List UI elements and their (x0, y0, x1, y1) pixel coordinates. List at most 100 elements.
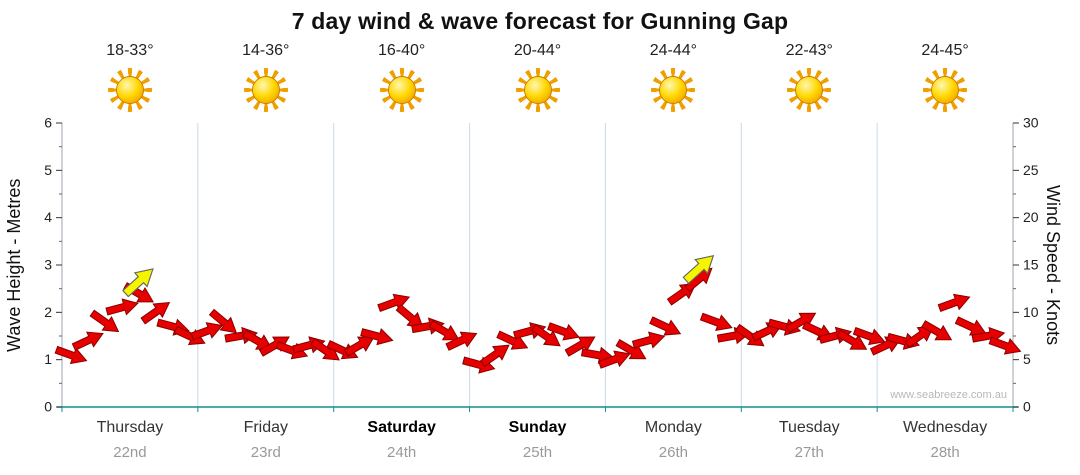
wind-arrow (275, 341, 309, 360)
wind-arrow (190, 322, 224, 341)
sun-icon (923, 68, 968, 112)
wind-arrow (531, 323, 561, 347)
wind-arrow (140, 301, 171, 325)
day-label: Monday 26th (644, 419, 702, 461)
left-axis-title: Wave Height - Metres (4, 178, 24, 352)
forecast-cell: 24-44° (605, 42, 741, 112)
sun-icon (107, 68, 152, 112)
wind-arrow (921, 320, 953, 341)
forecast-cell: 14-36° (198, 42, 334, 112)
wind-arrow (512, 322, 547, 340)
left-tick-label: 2 (44, 304, 52, 320)
wind-arrow (241, 329, 273, 350)
forecast-cell: 20-44° (470, 42, 606, 112)
day-label: Thursday 22nd (96, 419, 164, 461)
wind-arrow (54, 345, 88, 365)
wind-arrow (71, 331, 104, 351)
wind-arrow (89, 309, 120, 333)
wind-arrow (258, 336, 290, 357)
wind-arrow (684, 267, 713, 293)
wind-arrow (377, 293, 411, 312)
sun-icon (787, 68, 832, 112)
wind-arrow (751, 322, 784, 342)
wind-arrow (496, 330, 529, 350)
right-tick-label: 5 (1023, 351, 1031, 367)
wind-arrow (886, 332, 920, 350)
wind-arrow (988, 336, 1022, 355)
sun-icon (243, 68, 288, 112)
left-tick-label: 5 (44, 162, 52, 178)
wind-arrow (547, 322, 580, 341)
temperature-range: 18-33° (106, 42, 154, 59)
wind-arrow (292, 336, 326, 354)
wind-arrow (699, 312, 733, 331)
wind-arrow (971, 326, 1006, 345)
x-axis-day-labels: Thursday 22nd Friday 23rd Saturday 24th … (62, 419, 1013, 461)
wind-arrow (904, 325, 935, 349)
wind-arrow (360, 328, 394, 346)
day-label: Wednesday 28th (902, 419, 988, 461)
right-tick-label: 0 (1023, 399, 1031, 415)
right-axis-title: Wind Speed - Knots (1043, 184, 1063, 346)
wind-arrow (326, 340, 359, 360)
wind-arrow (615, 338, 647, 360)
wind-arrow (818, 326, 853, 344)
wind-arrow (445, 331, 478, 351)
left-tick-label: 6 (44, 115, 52, 131)
wind-arrow (343, 336, 375, 357)
wind-arrow (122, 282, 154, 303)
wind-arrow (836, 329, 868, 350)
wind-arrow (173, 325, 206, 346)
wind-arrow (666, 283, 697, 306)
wind-arrow (411, 317, 445, 335)
wind-arrow (954, 316, 987, 336)
wind-arrow (631, 331, 666, 349)
forecast-cell: 24-45° (877, 42, 1013, 112)
wind-arrow (649, 316, 682, 336)
left-tick-label: 1 (44, 351, 52, 367)
wind-arrow (156, 318, 190, 336)
sun-icon (651, 68, 696, 112)
day-label: Sunday 25th (508, 419, 567, 461)
sun-icon (379, 68, 424, 112)
wind-arrow (852, 326, 886, 346)
wind-arrow (580, 346, 615, 365)
day-label: Saturday 24th (367, 419, 436, 461)
wind-arrow (937, 293, 971, 312)
temperature-range: 16-40° (377, 42, 426, 59)
sun-icon (515, 68, 560, 112)
wind-arrow (734, 323, 765, 347)
wind-arrow (597, 350, 631, 369)
left-tick-label: 0 (44, 399, 52, 415)
left-tick-label: 3 (44, 257, 52, 273)
wind-arrow (869, 336, 902, 356)
right-tick-label: 25 (1023, 162, 1039, 178)
right-tick-label: 15 (1023, 257, 1039, 273)
wind-arrow (564, 336, 596, 357)
wind-arrow (395, 304, 424, 329)
wind-arrow (105, 298, 139, 316)
left-tick-label: 4 (44, 209, 52, 225)
forecast-cell: 16-40° (334, 42, 470, 112)
wind-arrow (224, 326, 259, 345)
temperature-range: 22-43° (785, 42, 833, 59)
temperature-range: 24-45° (921, 42, 969, 59)
wind-arrow (480, 344, 510, 368)
wind-arrow (716, 326, 751, 345)
watermark: www.seabreeze.com.au (889, 389, 1007, 401)
wind-arrow (785, 312, 817, 334)
temperature-range: 20-44° (513, 42, 562, 59)
page-title: 7 day wind & wave forecast for Gunning G… (291, 8, 789, 34)
wind-arrow (310, 338, 340, 361)
temperature-row: 18-33° 14-36° 16-40° 20-44° 24-44° 22-43… (62, 42, 1013, 112)
wind-arrow (767, 318, 802, 336)
wind-arrow (801, 321, 835, 341)
day-label: Friday 23rd (243, 419, 289, 461)
gust-arrow (122, 268, 154, 298)
right-tick-label: 30 (1023, 115, 1039, 131)
right-tick-label: 10 (1023, 304, 1039, 320)
temperature-range: 14-36° (242, 42, 290, 59)
forecast-cell: 22-43° (741, 42, 877, 112)
wind-arrow (428, 320, 460, 341)
wind-arrow (208, 308, 238, 334)
